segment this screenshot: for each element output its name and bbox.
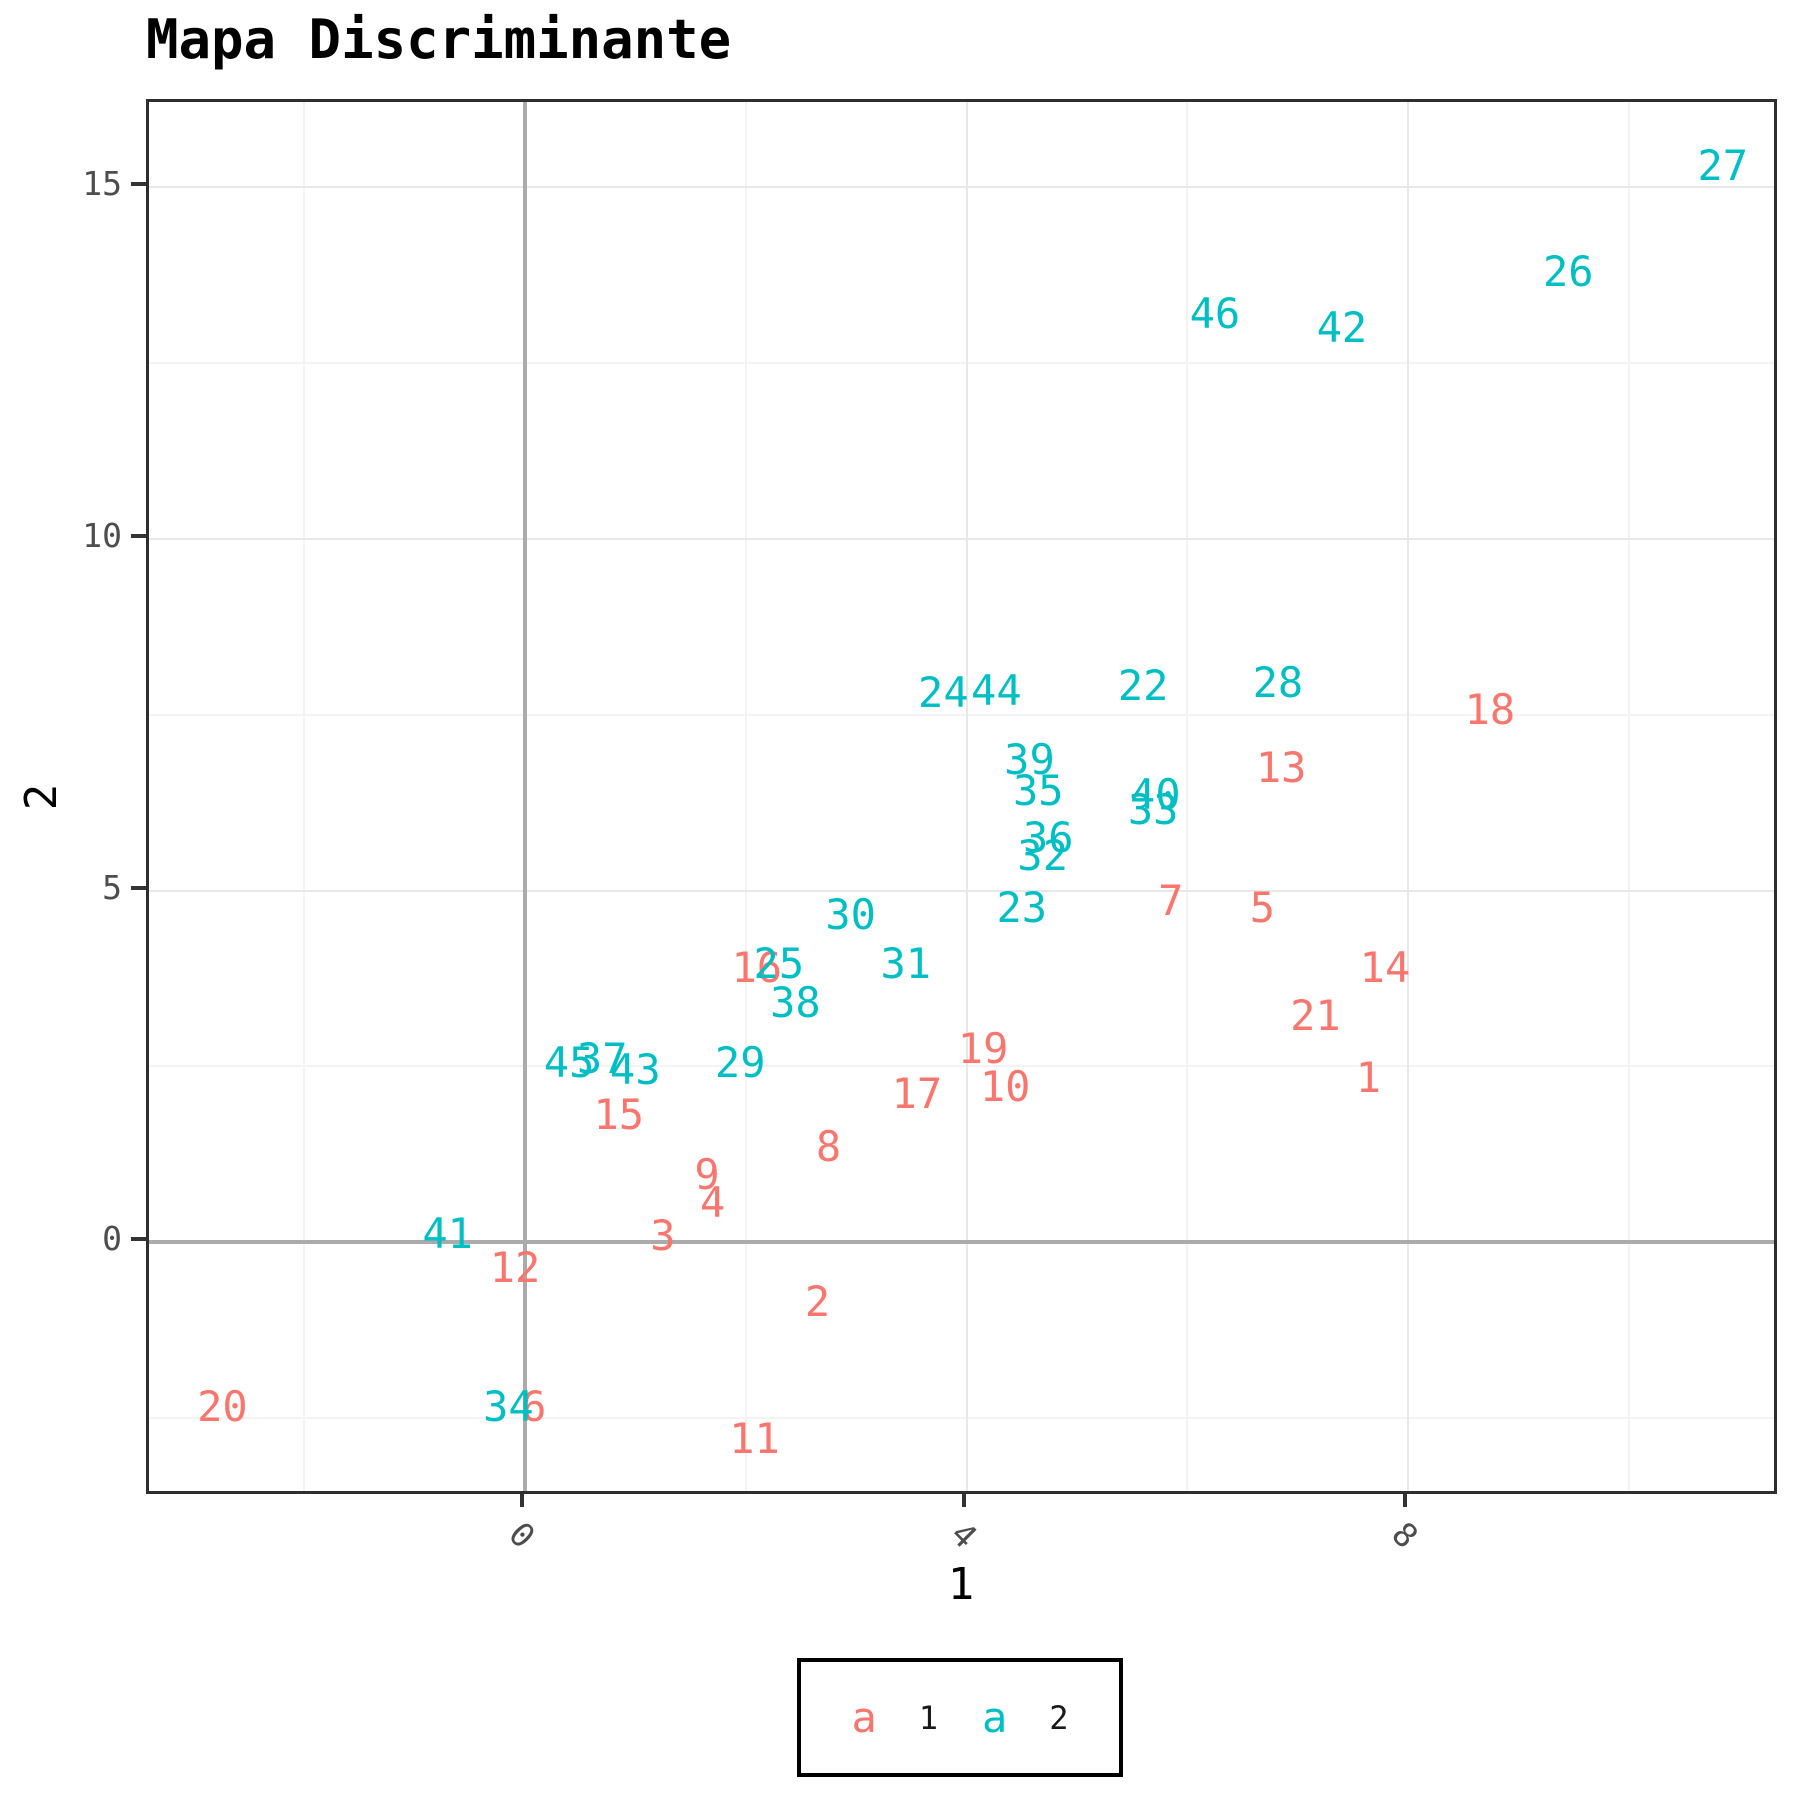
gridline-y-minor <box>149 713 1774 716</box>
plot-title: Mapa Discriminante <box>146 8 732 71</box>
gridline-x-minor <box>303 102 306 1491</box>
point-label-8: 8 <box>815 1122 842 1172</box>
point-label-17: 17 <box>891 1069 943 1119</box>
gridline-y-major <box>149 186 1774 189</box>
point-label-1: 1 <box>1355 1053 1382 1103</box>
point-label-21: 21 <box>1290 991 1341 1041</box>
point-label-40: 40 <box>1130 769 1181 819</box>
point-label-33: 33 <box>1127 784 1179 834</box>
legend-label-2: 2 <box>1049 1698 1069 1737</box>
point-label-16: 16 <box>731 942 783 992</box>
point-label-14: 14 <box>1359 942 1411 992</box>
y-tick-mark <box>131 533 146 538</box>
legend-label-1: 1 <box>918 1698 938 1737</box>
point-label-5: 5 <box>1249 883 1276 933</box>
y-tick-label: 10 <box>82 515 122 555</box>
point-label-11: 11 <box>729 1413 780 1463</box>
point-label-3: 3 <box>650 1211 676 1261</box>
point-label-9: 9 <box>694 1150 720 1200</box>
y-axis-title: 2 <box>16 783 67 811</box>
gridline-y-minor <box>149 362 1774 365</box>
point-label-6: 6 <box>521 1382 547 1432</box>
x-axis-title: 1 <box>947 1559 975 1610</box>
point-label-30: 30 <box>825 890 876 940</box>
y-tick-label: 15 <box>82 164 122 204</box>
x-tick-mark <box>1403 1494 1408 1507</box>
point-label-38: 38 <box>770 977 821 1027</box>
gridline-y-minor <box>149 1065 1774 1068</box>
reference-hline <box>149 1240 1774 1244</box>
point-label-19: 19 <box>957 1023 1009 1073</box>
x-tick-mark <box>519 1494 524 1507</box>
point-label-12: 12 <box>489 1243 541 1293</box>
y-tick-label: 0 <box>102 1219 122 1258</box>
point-label-42: 42 <box>1316 303 1368 353</box>
point-label-23: 23 <box>996 883 1048 933</box>
point-label-28: 28 <box>1252 658 1304 708</box>
point-label-35: 35 <box>1013 766 1064 816</box>
y-tick-mark <box>131 182 146 187</box>
point-label-36: 36 <box>1022 812 1074 862</box>
point-label-41: 41 <box>422 1208 473 1258</box>
point-label-31: 31 <box>880 939 932 989</box>
point-label-26: 26 <box>1542 246 1594 296</box>
point-label-43: 43 <box>610 1044 661 1094</box>
gridline-x-minor <box>1627 102 1630 1491</box>
point-label-10: 10 <box>979 1062 1031 1112</box>
point-label-37: 37 <box>576 1034 628 1084</box>
gridline-y-major <box>149 537 1774 540</box>
point-label-32: 32 <box>1017 831 1069 881</box>
x-tick-mark <box>961 1494 966 1507</box>
point-label-45: 45 <box>543 1037 595 1087</box>
gridline-x-major <box>965 102 968 1491</box>
gridline-y-minor <box>149 1416 1774 1419</box>
point-label-24: 24 <box>918 667 969 717</box>
x-tick-label: 4 <box>942 1514 985 1556</box>
point-label-13: 13 <box>1255 743 1307 793</box>
gridline-x-major <box>1407 102 1410 1491</box>
point-label-25: 25 <box>753 939 805 989</box>
point-label-46: 46 <box>1189 289 1241 339</box>
x-tick-label: 0 <box>501 1514 543 1556</box>
plot-panel: 1 2 3 4 5 6 7 8 9 10 11 12 13 14 15 16 17 18 19 20 21 22 23 24 2… <box>146 99 1777 1494</box>
y-tick-label: 5 <box>102 867 122 907</box>
reference-vline <box>522 102 527 1491</box>
point-label-29: 29 <box>714 1037 766 1087</box>
point-label-39: 39 <box>1004 735 1055 785</box>
y-tick-mark <box>131 1237 146 1241</box>
gridline-y-major <box>149 889 1774 892</box>
point-label-34: 34 <box>483 1382 534 1432</box>
point-label-2: 2 <box>804 1276 831 1326</box>
y-tick-mark <box>131 885 146 890</box>
point-label-22: 22 <box>1117 660 1169 710</box>
point-label-44: 44 <box>971 665 1022 715</box>
point-label-7: 7 <box>1158 876 1184 926</box>
point-label-15: 15 <box>593 1090 645 1140</box>
x-tick-label: 8 <box>1384 1514 1426 1556</box>
legend-key-1: a <box>851 1692 877 1742</box>
point-label-18: 18 <box>1464 684 1516 734</box>
gridline-x-minor <box>744 102 747 1491</box>
legend-key-2: a <box>982 1692 1008 1742</box>
point-label-20: 20 <box>197 1382 248 1432</box>
point-label-27: 27 <box>1697 141 1749 191</box>
point-label-4: 4 <box>699 1178 726 1228</box>
gridline-x-minor <box>1186 102 1189 1491</box>
